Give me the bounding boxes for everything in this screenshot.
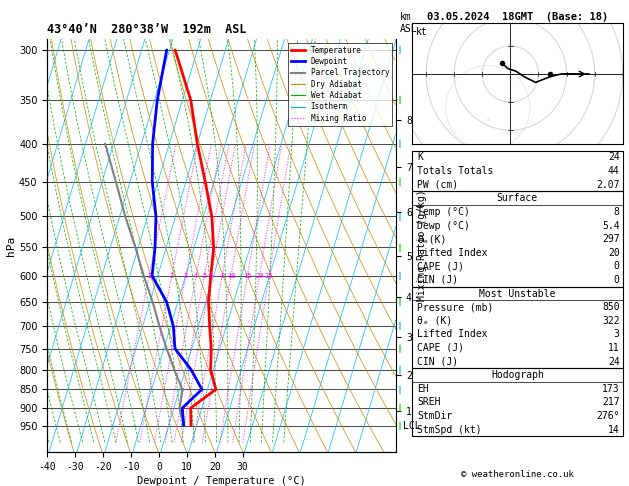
Text: ║: ║	[398, 345, 401, 353]
Text: Pressure (mb): Pressure (mb)	[417, 302, 493, 312]
Text: «: «	[482, 117, 491, 123]
Text: 43°40’N  280°38’W  192m  ASL: 43°40’N 280°38’W 192m ASL	[47, 23, 247, 36]
Text: 0: 0	[614, 261, 620, 271]
Text: StmDir: StmDir	[417, 411, 452, 421]
Text: ║: ║	[398, 272, 401, 280]
Text: K: K	[417, 153, 423, 162]
Text: ║: ║	[398, 46, 401, 54]
Text: CIN (J): CIN (J)	[417, 275, 458, 285]
Text: StmSpd (kt): StmSpd (kt)	[417, 425, 482, 434]
Text: ║: ║	[398, 178, 401, 186]
Text: 217: 217	[602, 398, 620, 407]
Text: ║: ║	[398, 421, 401, 430]
Text: 850: 850	[602, 302, 620, 312]
Text: ║: ║	[398, 404, 401, 412]
Text: 5: 5	[202, 273, 206, 279]
Text: 322: 322	[602, 316, 620, 326]
Text: 20: 20	[255, 273, 264, 279]
Text: SREH: SREH	[417, 398, 440, 407]
Text: Temp (°C): Temp (°C)	[417, 207, 470, 217]
Text: 44: 44	[608, 166, 620, 176]
Y-axis label: hPa: hPa	[6, 235, 16, 256]
Text: © weatheronline.co.uk: © weatheronline.co.uk	[461, 469, 574, 479]
Text: 1: 1	[147, 273, 152, 279]
Text: 20: 20	[608, 248, 620, 258]
Text: Most Unstable: Most Unstable	[479, 289, 555, 298]
Text: 5.4: 5.4	[602, 221, 620, 230]
Text: 14: 14	[608, 425, 620, 434]
Text: θₑ(K): θₑ(K)	[417, 234, 447, 244]
Text: 10: 10	[226, 273, 235, 279]
Text: Lifted Index: Lifted Index	[417, 248, 487, 258]
Text: CAPE (J): CAPE (J)	[417, 343, 464, 353]
Text: 297: 297	[602, 234, 620, 244]
Text: θₑ (K): θₑ (K)	[417, 316, 452, 326]
Text: 03.05.2024  18GMT  (Base: 18): 03.05.2024 18GMT (Base: 18)	[426, 12, 608, 22]
Y-axis label: Mixing Ratio (g/kg): Mixing Ratio (g/kg)	[418, 190, 428, 301]
Text: kt: kt	[416, 27, 428, 37]
Text: Lifted Index: Lifted Index	[417, 330, 487, 339]
Text: 24: 24	[608, 153, 620, 162]
Text: LCL: LCL	[403, 420, 421, 431]
Text: 8: 8	[220, 273, 225, 279]
Text: Totals Totals: Totals Totals	[417, 166, 493, 176]
Text: 0: 0	[614, 275, 620, 285]
Text: ║: ║	[398, 96, 401, 104]
Text: 2: 2	[170, 273, 174, 279]
Text: ║: ║	[398, 365, 401, 374]
Text: 3: 3	[614, 330, 620, 339]
Text: ║: ║	[398, 322, 401, 330]
Text: Hodograph: Hodograph	[491, 370, 544, 380]
Text: CAPE (J): CAPE (J)	[417, 261, 464, 271]
Text: 173: 173	[602, 384, 620, 394]
Text: EH: EH	[417, 384, 429, 394]
Text: 3: 3	[184, 273, 188, 279]
Text: 15: 15	[243, 273, 252, 279]
Text: 276°: 276°	[596, 411, 620, 421]
Text: PW (cm): PW (cm)	[417, 180, 458, 190]
Text: 11: 11	[608, 343, 620, 353]
Text: 25: 25	[265, 273, 273, 279]
Text: 6: 6	[209, 273, 213, 279]
Text: ║: ║	[398, 298, 401, 306]
Text: Surface: Surface	[497, 193, 538, 203]
Text: 2.07: 2.07	[596, 180, 620, 190]
Legend: Temperature, Dewpoint, Parcel Trajectory, Dry Adiabat, Wet Adiabat, Isotherm, Mi: Temperature, Dewpoint, Parcel Trajectory…	[288, 43, 392, 125]
Text: Dewp (°C): Dewp (°C)	[417, 221, 470, 230]
Text: km
ASL: km ASL	[399, 13, 417, 34]
Text: 4: 4	[194, 273, 198, 279]
Text: ║: ║	[398, 385, 401, 394]
Text: ║: ║	[398, 243, 401, 252]
X-axis label: Dewpoint / Temperature (°C): Dewpoint / Temperature (°C)	[137, 476, 306, 486]
Text: CIN (J): CIN (J)	[417, 357, 458, 366]
Text: ║: ║	[398, 139, 401, 148]
Text: ║: ║	[398, 212, 401, 221]
Text: 24: 24	[608, 357, 620, 366]
Text: 8: 8	[614, 207, 620, 217]
